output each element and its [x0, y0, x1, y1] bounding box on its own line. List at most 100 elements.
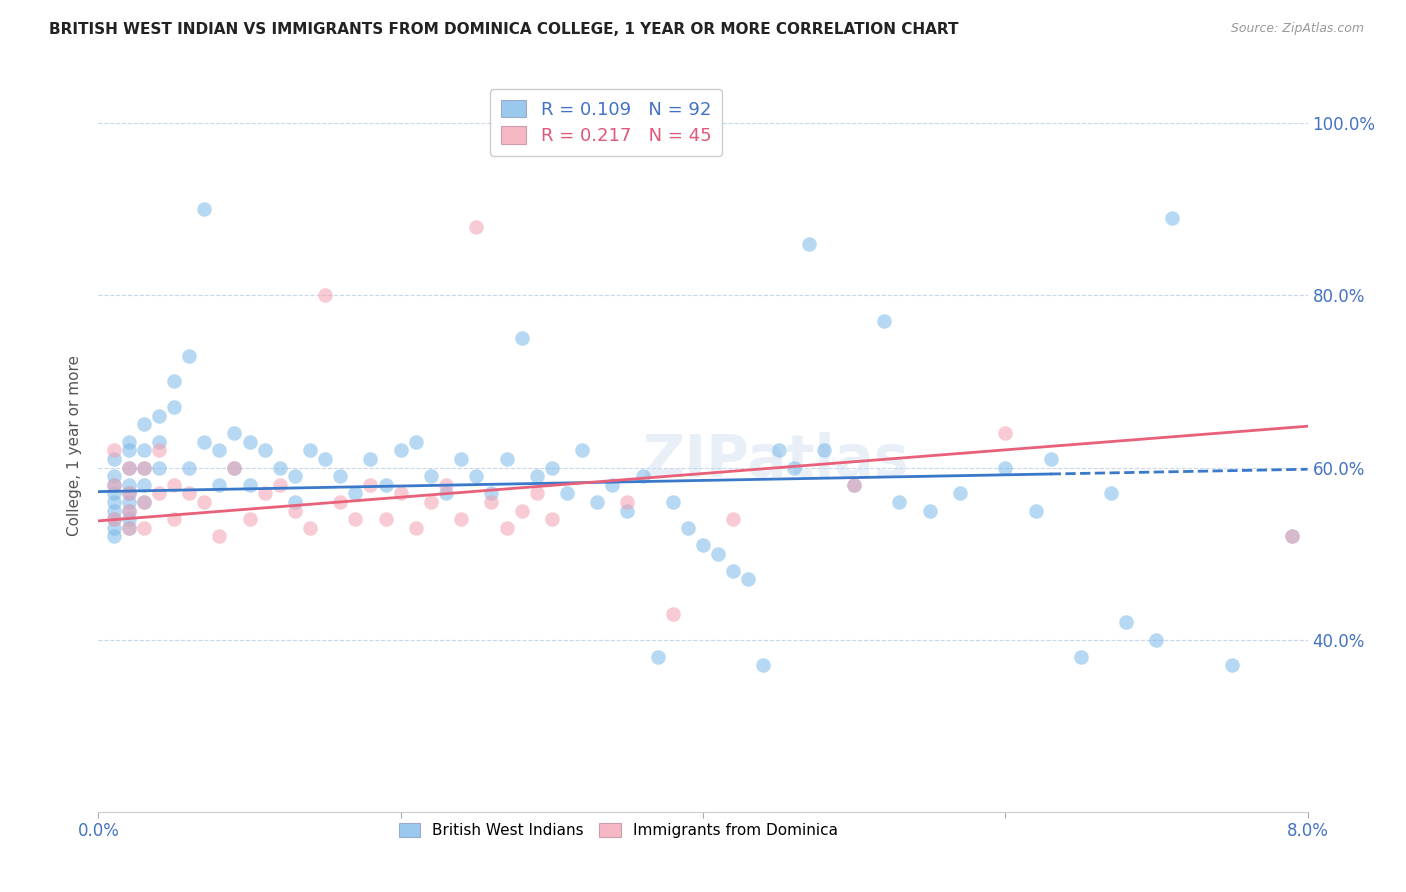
British West Indians	[103, 512, 125, 526]
British West Indians	[118, 486, 141, 500]
British West Indians	[602, 477, 624, 491]
Immigrants from Dominica	[481, 495, 503, 509]
Immigrants from Dominica	[526, 486, 548, 500]
Immigrants from Dominica	[179, 486, 201, 500]
British West Indians	[132, 460, 155, 475]
British West Indians	[737, 573, 759, 587]
British West Indians	[132, 495, 155, 509]
Immigrants from Dominica	[148, 486, 170, 500]
British West Indians	[510, 331, 533, 345]
Immigrants from Dominica	[420, 495, 443, 509]
British West Indians	[1025, 503, 1047, 517]
British West Indians	[118, 503, 141, 517]
British West Indians	[374, 477, 396, 491]
Immigrants from Dominica	[661, 607, 683, 621]
British West Indians	[132, 477, 155, 491]
British West Indians	[132, 443, 155, 458]
Immigrants from Dominica	[299, 521, 322, 535]
British West Indians	[269, 460, 291, 475]
British West Indians	[103, 486, 125, 500]
Immigrants from Dominica	[239, 512, 262, 526]
British West Indians	[148, 460, 170, 475]
British West Indians	[949, 486, 972, 500]
British West Indians	[889, 495, 911, 509]
British West Indians	[540, 460, 562, 475]
British West Indians	[344, 486, 367, 500]
Immigrants from Dominica	[616, 495, 638, 509]
British West Indians	[434, 486, 457, 500]
British West Indians	[103, 495, 125, 509]
Immigrants from Dominica	[224, 460, 246, 475]
British West Indians	[389, 443, 412, 458]
British West Indians	[405, 434, 427, 449]
Immigrants from Dominica	[163, 477, 186, 491]
British West Indians	[118, 477, 141, 491]
Immigrants from Dominica	[510, 503, 533, 517]
British West Indians	[163, 401, 186, 415]
Immigrants from Dominica	[103, 512, 125, 526]
British West Indians	[495, 451, 517, 466]
British West Indians	[1070, 649, 1092, 664]
Immigrants from Dominica	[540, 512, 562, 526]
British West Indians	[768, 443, 790, 458]
British West Indians	[118, 512, 141, 526]
British West Indians	[571, 443, 593, 458]
Immigrants from Dominica	[329, 495, 352, 509]
British West Indians	[148, 409, 170, 423]
Immigrants from Dominica	[723, 512, 745, 526]
Immigrants from Dominica	[465, 219, 488, 234]
British West Indians	[103, 503, 125, 517]
Immigrants from Dominica	[495, 521, 517, 535]
British West Indians	[314, 451, 336, 466]
Immigrants from Dominica	[193, 495, 215, 509]
Immigrants from Dominica	[844, 477, 866, 491]
British West Indians	[481, 486, 503, 500]
Text: BRITISH WEST INDIAN VS IMMIGRANTS FROM DOMINICA COLLEGE, 1 YEAR OR MORE CORRELAT: BRITISH WEST INDIAN VS IMMIGRANTS FROM D…	[49, 22, 959, 37]
British West Indians	[148, 434, 170, 449]
Immigrants from Dominica	[118, 460, 141, 475]
British West Indians	[103, 521, 125, 535]
British West Indians	[1160, 211, 1182, 225]
British West Indians	[239, 477, 262, 491]
British West Indians	[132, 417, 155, 432]
British West Indians	[783, 460, 806, 475]
Immigrants from Dominica	[1281, 529, 1303, 543]
Text: ZIPatlas: ZIPatlas	[643, 432, 908, 489]
British West Indians	[1146, 632, 1168, 647]
British West Indians	[239, 434, 262, 449]
British West Indians	[1281, 529, 1303, 543]
Immigrants from Dominica	[284, 503, 307, 517]
Immigrants from Dominica	[103, 443, 125, 458]
Immigrants from Dominica	[253, 486, 276, 500]
British West Indians	[253, 443, 276, 458]
British West Indians	[284, 469, 307, 483]
Immigrants from Dominica	[314, 288, 336, 302]
British West Indians	[103, 469, 125, 483]
British West Indians	[224, 426, 246, 441]
British West Indians	[707, 547, 730, 561]
British West Indians	[918, 503, 941, 517]
British West Indians	[873, 314, 896, 328]
British West Indians	[752, 658, 775, 673]
British West Indians	[1039, 451, 1062, 466]
British West Indians	[661, 495, 683, 509]
British West Indians	[208, 443, 231, 458]
British West Indians	[420, 469, 443, 483]
Immigrants from Dominica	[994, 426, 1017, 441]
Immigrants from Dominica	[208, 529, 231, 543]
British West Indians	[1115, 615, 1137, 630]
Immigrants from Dominica	[163, 512, 186, 526]
British West Indians	[450, 451, 472, 466]
British West Indians	[616, 503, 638, 517]
British West Indians	[193, 434, 215, 449]
British West Indians	[647, 649, 669, 664]
British West Indians	[586, 495, 609, 509]
British West Indians	[526, 469, 548, 483]
Immigrants from Dominica	[118, 503, 141, 517]
British West Indians	[555, 486, 578, 500]
British West Indians	[118, 434, 141, 449]
British West Indians	[844, 477, 866, 491]
Immigrants from Dominica	[148, 443, 170, 458]
British West Indians	[179, 349, 201, 363]
British West Indians	[813, 443, 835, 458]
